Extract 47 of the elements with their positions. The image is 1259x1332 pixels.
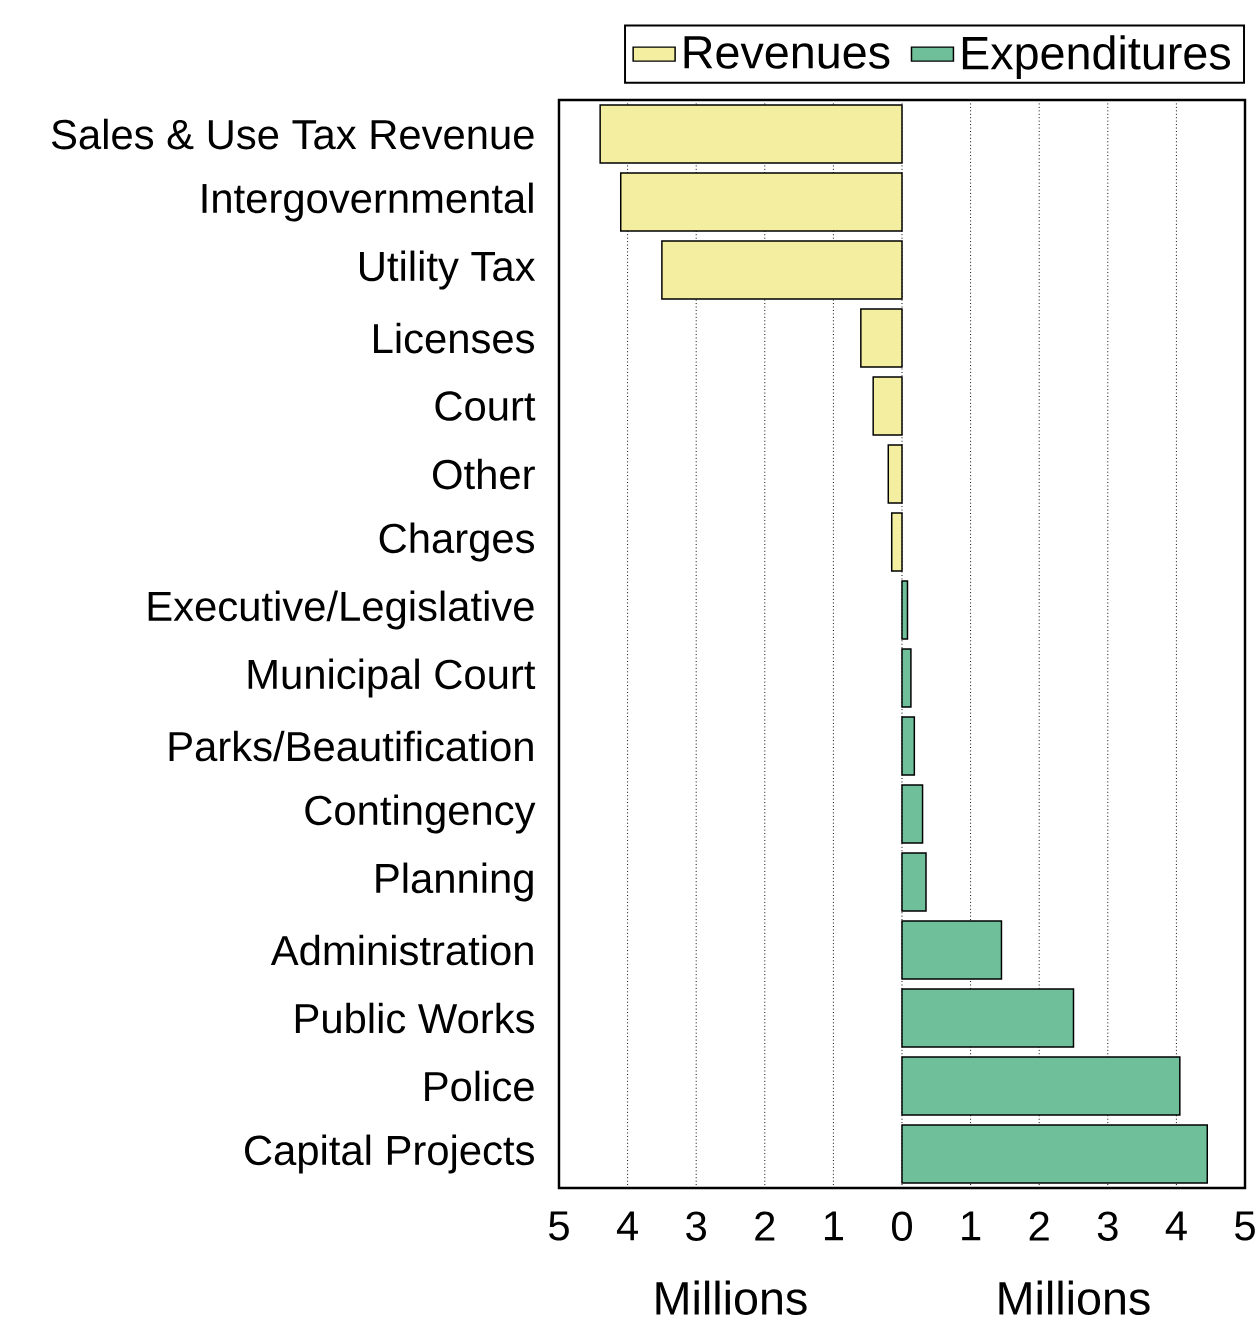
- bar: [887, 444, 903, 504]
- y-tick-label: Administration: [270, 934, 533, 966]
- legend-label: Expenditures: [962, 35, 1230, 79]
- y-tick-label: Licenses: [374, 322, 535, 354]
- bar: [599, 104, 903, 164]
- bar: [890, 512, 903, 572]
- x-tick-label: 1: [962, 1211, 981, 1241]
- x-tick-label: 5: [1235, 1211, 1255, 1241]
- y-tick-label: Utility Tax: [360, 250, 536, 290]
- bar: [872, 376, 903, 436]
- x-tick-label: 1: [824, 1211, 843, 1241]
- bar: [901, 580, 909, 640]
- bar: [901, 716, 916, 776]
- y-tick-label: Planning: [376, 862, 533, 902]
- y-tick-label: Other: [433, 458, 535, 490]
- bar: [619, 172, 903, 232]
- x-tick-label: 2: [755, 1211, 775, 1241]
- y-tick-label: Executive/Legislative: [148, 590, 534, 630]
- bar: [860, 308, 903, 368]
- y-tick-label: Charges: [379, 522, 535, 562]
- bar: [901, 1056, 1181, 1116]
- x-tick-label: 3: [1097, 1211, 1118, 1242]
- y-tick-label: Police: [425, 1070, 534, 1102]
- x-tick-label: 5: [549, 1211, 569, 1241]
- y-tick-label: Intergovernmental: [202, 182, 533, 222]
- legend-label: Revenues: [684, 36, 890, 69]
- x-tick-label: 4: [616, 1211, 638, 1241]
- y-tick-label: Court: [435, 391, 536, 421]
- x-tick-label: 2: [1029, 1211, 1049, 1241]
- y-tick-label: Public Works: [295, 1002, 535, 1034]
- x-tick-label: 3: [686, 1211, 706, 1242]
- bar: [901, 920, 1003, 980]
- bar: [901, 648, 912, 708]
- bar: [661, 240, 903, 300]
- bar: [901, 1124, 1209, 1184]
- y-tick-label: Contingency: [305, 794, 536, 834]
- y-tick-label: Parks/Beautification: [169, 730, 533, 762]
- bar: [901, 988, 1075, 1048]
- bar: [901, 784, 924, 844]
- y-tick-label: Capital Projects: [245, 1134, 534, 1174]
- x-tick-label: 4: [1165, 1211, 1187, 1241]
- text: Millions: [999, 1280, 1150, 1315]
- x-tick-label: 0: [891, 1211, 912, 1242]
- y-tick-label: Sales & Use Tax Revenue: [51, 118, 534, 150]
- y-tick-label: Municipal Court: [248, 658, 536, 698]
- bar: [901, 852, 927, 912]
- x-axis-title: Millions: [656, 1280, 807, 1315]
